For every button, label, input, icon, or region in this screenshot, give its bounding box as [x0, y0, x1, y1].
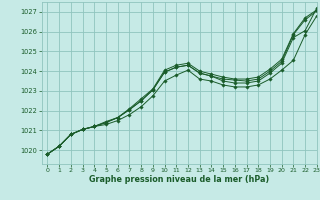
- X-axis label: Graphe pression niveau de la mer (hPa): Graphe pression niveau de la mer (hPa): [89, 175, 269, 184]
